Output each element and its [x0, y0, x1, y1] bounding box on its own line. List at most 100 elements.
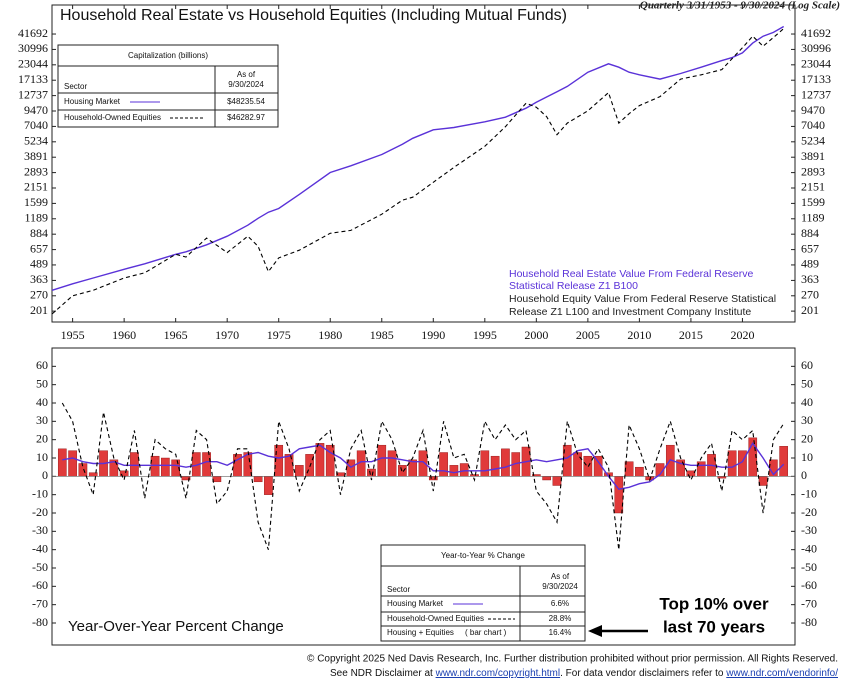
footer: © Copyright 2025 Ned Davis Research, Inc…	[307, 654, 838, 665]
y-tick-label: 657	[801, 241, 819, 255]
bar	[480, 450, 490, 477]
y-tick-label: -80	[801, 615, 817, 629]
y-tick-label: -40	[801, 541, 817, 555]
y-tick-label: 1599	[24, 195, 48, 209]
y-tick-label: 1189	[24, 211, 48, 225]
y-tick-label: 2893	[24, 164, 48, 178]
bar	[212, 476, 222, 483]
y-tick-label: 0	[801, 468, 807, 482]
y-tick-label: 9470	[24, 103, 48, 117]
y-tick-label: 40	[801, 395, 813, 409]
y-tick-label: -70	[801, 596, 817, 610]
y-tick-label: -60	[801, 578, 817, 592]
annotation: last 70 years	[663, 617, 765, 636]
y-tick-label: -50	[801, 560, 817, 574]
y-tick-label: 40	[36, 395, 48, 409]
y-tick-label: 201	[801, 303, 819, 317]
link[interactable]: www.ndr.com/copyright.html	[435, 668, 561, 679]
x-tick-label: 1970	[215, 328, 239, 342]
top-panel	[51, 4, 796, 323]
y-tick-label: 363	[30, 272, 48, 286]
footer-text: . For data vendor disclaimers refer to	[560, 668, 726, 679]
y-tick-label: 17133	[801, 72, 831, 86]
y-tick-label: 270	[30, 288, 48, 302]
table-header: As of	[237, 70, 256, 79]
y-tick-label: 60	[801, 358, 813, 372]
y-tick-label: 12737	[801, 87, 831, 101]
y-tick-label: 17133	[18, 72, 48, 86]
bar	[449, 465, 459, 477]
y-tick-label: -30	[801, 523, 817, 537]
bar	[377, 444, 387, 477]
note: Household Equity Value From Federal Rese…	[509, 293, 776, 305]
table-header: 9/30/2024	[228, 80, 264, 89]
table-title: Capitalization (billions)	[128, 51, 208, 60]
panel-title: Year-Over-Year Percent Change	[68, 618, 284, 635]
table-frame	[57, 44, 279, 128]
bar	[68, 450, 77, 477]
y-tick-label: -50	[32, 560, 48, 574]
y-tick-label: 3891	[24, 149, 48, 163]
note: Household Real Estate Value From Federal…	[509, 268, 754, 280]
y-tick-label: 489	[30, 257, 48, 271]
x-tick-label: 1960	[112, 328, 136, 342]
y-tick-label: 270	[801, 288, 819, 302]
bar	[459, 463, 469, 477]
table-value: 28.8%	[549, 614, 572, 623]
x-tick-label: 1990	[421, 328, 445, 342]
y-tick-label: -60	[32, 578, 48, 592]
table-header: As of	[551, 572, 570, 581]
top-table: Capitalization (billions) Sector As of 9…	[57, 44, 279, 128]
y-tick-label: 7040	[801, 118, 825, 132]
y-tick-label: 884	[30, 226, 48, 240]
bottom-panel	[51, 347, 796, 646]
bar	[202, 452, 211, 477]
x-tick-label: 1980	[318, 328, 342, 342]
bar	[161, 457, 170, 477]
y-tick-label: 41692	[18, 26, 48, 40]
bar	[315, 443, 325, 477]
bar	[119, 470, 129, 477]
table-value: 6.6%	[551, 599, 569, 608]
x-tick-label: 2010	[627, 328, 651, 342]
x-tick-label: 1985	[370, 328, 394, 342]
y-tick-label: -40	[32, 541, 48, 555]
y-tick-label: -70	[32, 596, 48, 610]
bar	[439, 452, 448, 477]
y-tick-label: -10	[32, 486, 48, 500]
bar	[614, 476, 624, 514]
legend-label: Housing Market	[64, 97, 121, 106]
y-tick-label: 9470	[801, 103, 825, 117]
annotation: Top 10% over	[659, 594, 769, 613]
legend-label: Household-Owned Equities	[64, 113, 161, 122]
bar	[727, 450, 737, 477]
y-tick-label: 363	[801, 272, 819, 286]
y-tick-label: 2151	[801, 180, 825, 194]
link[interactable]: www.ndr.com/vendorinfo/	[725, 668, 838, 679]
y-tick-label: -10	[801, 486, 817, 500]
bar	[758, 476, 768, 486]
y-tick-label: 3891	[801, 149, 825, 163]
chart-title: Household Real Estate vs Household Equit…	[60, 7, 567, 24]
bar	[552, 476, 562, 486]
bar	[150, 455, 160, 477]
series-line	[61, 402, 785, 550]
x-tick-label: 1955	[61, 328, 85, 342]
y-tick-label: 41692	[801, 26, 831, 40]
bar	[264, 476, 273, 495]
x-tick-label: 1995	[473, 328, 497, 342]
table-value: $48235.54	[227, 97, 265, 106]
y-tick-label: -30	[32, 523, 48, 537]
bar	[635, 466, 644, 477]
y-tick-label: 1599	[801, 195, 825, 209]
y-tick-label: -80	[32, 615, 48, 629]
table-frame	[380, 544, 586, 642]
y-tick-label: 50	[801, 376, 813, 390]
series-line	[51, 28, 785, 315]
y-tick-label: -20	[32, 505, 48, 519]
y-tick-label: 23044	[801, 57, 831, 71]
bar	[295, 465, 304, 477]
bar	[284, 454, 294, 477]
bar	[387, 450, 397, 477]
